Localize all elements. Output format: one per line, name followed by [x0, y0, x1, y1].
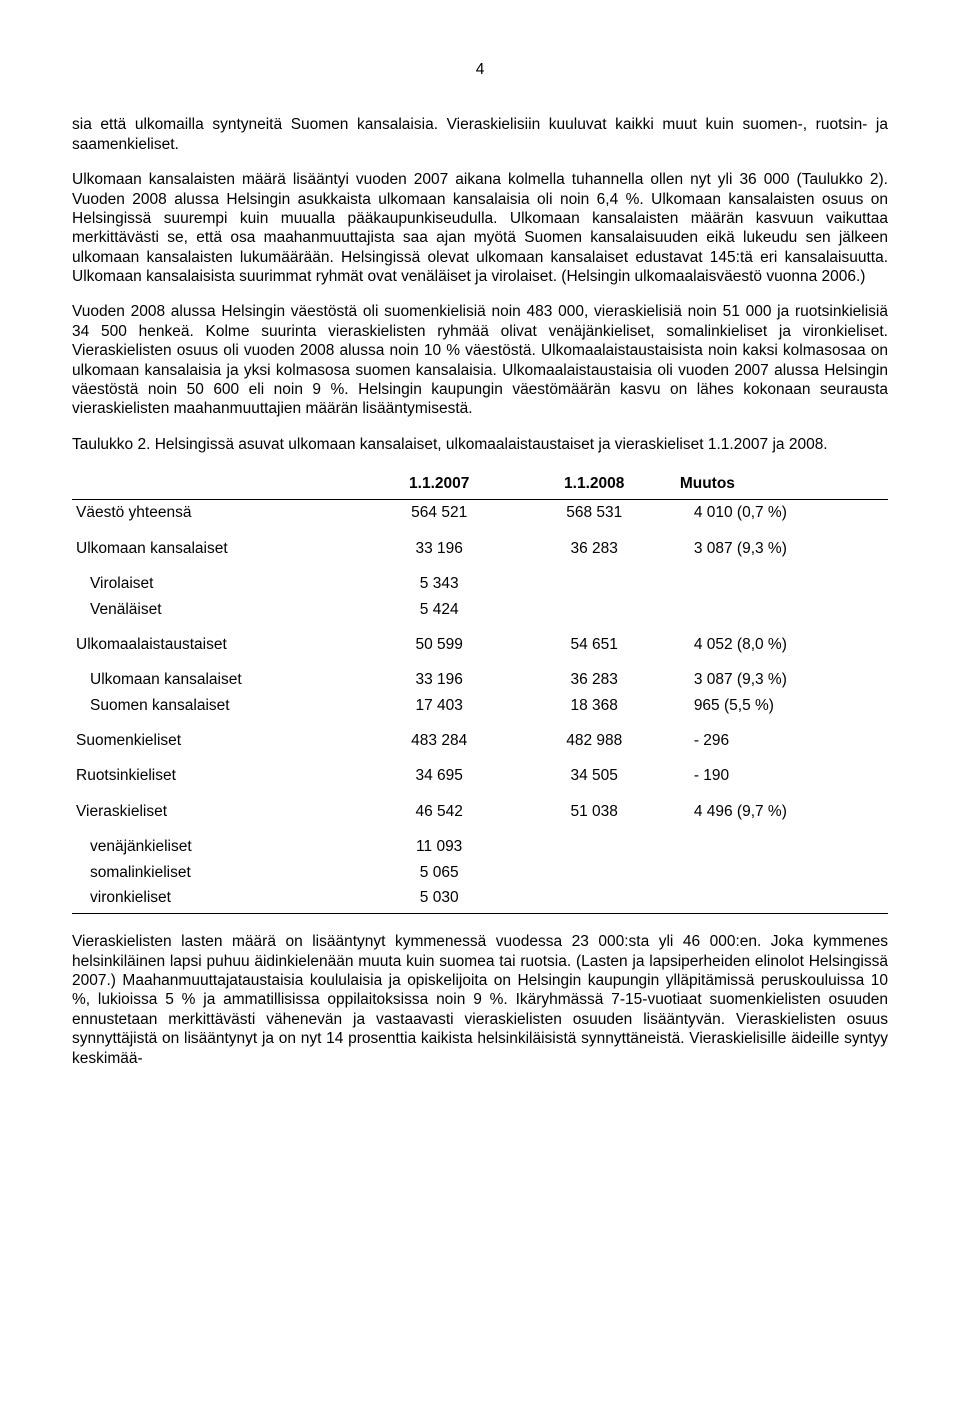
paragraph-1: sia että ulkomailla syntyneitä Suomen ka…	[72, 115, 888, 154]
cell-muutos	[676, 597, 888, 622]
table-row: Vieraskieliset46 542 51 038 4 496 (9,7 %…	[72, 799, 888, 824]
paragraph-3: Vuoden 2008 alussa Helsingin väestöstä o…	[72, 302, 888, 418]
cell-2007: 33 196	[366, 536, 513, 561]
th-2007: 1.1.2007	[366, 468, 513, 500]
cell-muutos: 3 087 (9,3 %)	[676, 667, 888, 692]
table-row: venäjänkieliset11 093	[72, 834, 888, 859]
row-label: Ulkomaan kansalaiset	[72, 536, 366, 561]
cell-2008: 18 368	[513, 693, 676, 718]
table-row: vironkieliset5 030	[72, 885, 888, 914]
cell-2008: 482 988	[513, 728, 676, 753]
row-label: Venäläiset	[72, 597, 366, 622]
cell-2007: 564 521	[366, 500, 513, 526]
spacer-row	[72, 561, 888, 571]
row-label: somalinkieliset	[72, 860, 366, 885]
table-row: Ulkomaan kansalaiset33 19636 2833 087 (9…	[72, 667, 888, 692]
row-label: Vieraskieliset	[72, 799, 366, 824]
cell-2007: 46 542	[366, 799, 513, 824]
row-label: Suomenkieliset	[72, 728, 366, 753]
cell-muutos	[676, 834, 888, 859]
row-label: venäjänkieliset	[72, 834, 366, 859]
cell-2008: 36 283	[513, 536, 676, 561]
row-label: Väestö yhteensä	[72, 500, 366, 526]
row-label: Virolaiset	[72, 571, 366, 596]
cell-2008: 36 283	[513, 667, 676, 692]
table-row: Ulkomaalaistaustaiset50 59954 6514 052 (…	[72, 632, 888, 657]
cell-2008: 568 531	[513, 500, 676, 526]
cell-2007: 11 093	[366, 834, 513, 859]
cell-2007: 5 065	[366, 860, 513, 885]
cell-2007: 483 284	[366, 728, 513, 753]
th-muutos: Muutos	[676, 468, 888, 500]
table-row: somalinkieliset5 065	[72, 860, 888, 885]
cell-2008	[513, 571, 676, 596]
table-row: Suomen kansalaiset17 40318 368 965 (5,5 …	[72, 693, 888, 718]
table-row: Venäläiset5 424	[72, 597, 888, 622]
row-label: Ulkomaalaistaustaiset	[72, 632, 366, 657]
cell-2007: 5 424	[366, 597, 513, 622]
cell-2007: 5 030	[366, 885, 513, 914]
cell-muutos: 4 010 (0,7 %)	[676, 500, 888, 526]
cell-2007: 50 599	[366, 632, 513, 657]
table-row: Suomenkieliset483 284482 988- 296	[72, 728, 888, 753]
cell-muutos: 4 496 (9,7 %)	[676, 799, 888, 824]
cell-2007: 33 196	[366, 667, 513, 692]
cell-muutos: - 296	[676, 728, 888, 753]
spacer-row	[72, 753, 888, 763]
table-row: Virolaiset5 343	[72, 571, 888, 596]
cell-muutos: - 190	[676, 763, 888, 788]
table-body: Väestö yhteensä564 521568 5314 010 (0,7 …	[72, 500, 888, 914]
cell-2008	[513, 597, 676, 622]
spacer-row	[72, 789, 888, 799]
paragraph-4: Vieraskielisten lasten määrä on lisäänty…	[72, 932, 888, 1068]
row-label: Ulkomaan kansalaiset	[72, 667, 366, 692]
cell-muutos	[676, 860, 888, 885]
spacer-row	[72, 824, 888, 834]
paragraph-2: Ulkomaan kansalaisten määrä lisääntyi vu…	[72, 170, 888, 286]
cell-muutos	[676, 885, 888, 914]
cell-muutos: 4 052 (8,0 %)	[676, 632, 888, 657]
page-number: 4	[72, 60, 888, 79]
spacer-row	[72, 622, 888, 632]
cell-muutos: 965 (5,5 %)	[676, 693, 888, 718]
th-blank	[72, 468, 366, 500]
th-2008: 1.1.2008	[513, 468, 676, 500]
row-label: Suomen kansalaiset	[72, 693, 366, 718]
data-table: 1.1.2007 1.1.2008 Muutos Väestö yhteensä…	[72, 468, 888, 914]
cell-2007: 34 695	[366, 763, 513, 788]
cell-2007: 5 343	[366, 571, 513, 596]
cell-2008	[513, 860, 676, 885]
table-row: Ulkomaan kansalaiset33 19636 2833 087 (9…	[72, 536, 888, 561]
spacer-row	[72, 526, 888, 536]
cell-muutos: 3 087 (9,3 %)	[676, 536, 888, 561]
table-row: Ruotsinkieliset34 695 34 505- 190	[72, 763, 888, 788]
table-caption: Taulukko 2. Helsingissä asuvat ulkomaan …	[72, 435, 888, 454]
spacer-row	[72, 657, 888, 667]
cell-2008	[513, 885, 676, 914]
cell-2008: 51 038	[513, 799, 676, 824]
spacer-row	[72, 718, 888, 728]
cell-2007: 17 403	[366, 693, 513, 718]
row-label: vironkieliset	[72, 885, 366, 914]
table-row: Väestö yhteensä564 521568 5314 010 (0,7 …	[72, 500, 888, 526]
table-header-row: 1.1.2007 1.1.2008 Muutos	[72, 468, 888, 500]
cell-2008: 34 505	[513, 763, 676, 788]
row-label: Ruotsinkieliset	[72, 763, 366, 788]
cell-2008	[513, 834, 676, 859]
cell-muutos	[676, 571, 888, 596]
cell-2008: 54 651	[513, 632, 676, 657]
